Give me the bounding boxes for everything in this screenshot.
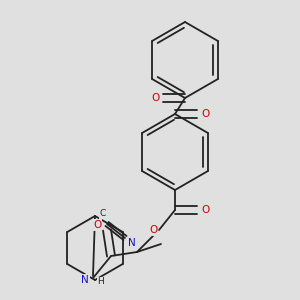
Text: O: O [201,205,209,215]
Text: H: H [97,278,104,286]
Text: O: O [201,109,209,119]
Text: C: C [100,209,106,218]
Text: N: N [128,238,136,248]
Text: O: O [151,93,159,103]
Text: O: O [93,220,101,230]
Text: O: O [149,225,157,235]
Text: N: N [81,275,89,285]
